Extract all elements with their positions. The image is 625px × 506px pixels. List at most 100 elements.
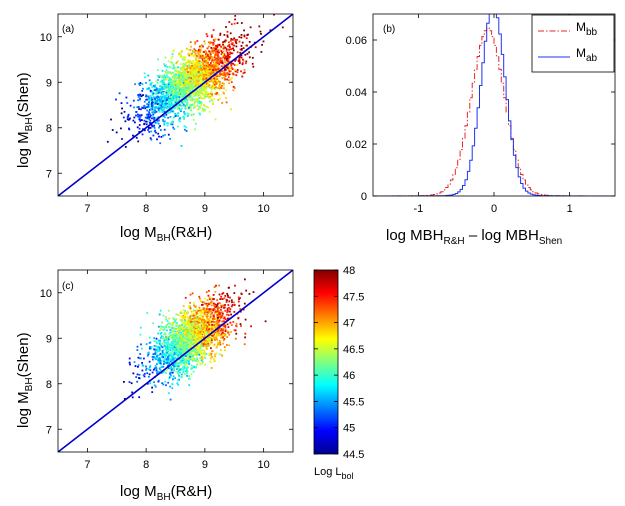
scatter-point (148, 112, 151, 114)
scatter-point (177, 53, 180, 56)
scatter-point (239, 297, 241, 299)
scatter-point (192, 337, 195, 340)
scatter-point (177, 379, 179, 381)
scatter-point (223, 324, 226, 327)
scatter-point (182, 56, 185, 58)
scatter-point (146, 98, 149, 101)
scatter-point (215, 65, 218, 68)
scatter-point (173, 348, 176, 351)
scatter-point (196, 78, 198, 81)
scatter-point (147, 352, 150, 354)
scatter-point (193, 83, 196, 86)
scatter-point (201, 78, 203, 81)
scatter-point (180, 373, 183, 376)
scatter-point (199, 78, 201, 81)
scatter-point (213, 65, 216, 67)
scatter-point (178, 87, 181, 89)
scatter-point (147, 113, 150, 116)
scatter-point (207, 332, 210, 334)
scatter-point (226, 73, 229, 76)
scatter-point (224, 330, 227, 333)
scatter-point (196, 340, 199, 343)
scatter-point (177, 345, 180, 347)
scatter-point (174, 342, 176, 344)
scatter-point (207, 106, 209, 109)
scatter-point (180, 90, 183, 92)
scatter-point (193, 93, 195, 95)
scatter-point (201, 331, 203, 334)
scatter-point (192, 55, 195, 58)
scatter-point (143, 105, 145, 108)
scatter-point (142, 87, 144, 90)
scatter-point (161, 75, 163, 78)
scatter-point (173, 89, 175, 92)
scatter-point (207, 97, 210, 99)
scatter-point (224, 61, 227, 64)
scatter-point (181, 81, 184, 84)
scatter-point (214, 93, 217, 95)
scatter-point (212, 333, 214, 335)
scatter-point (158, 325, 160, 328)
scatter-point (199, 87, 202, 90)
scatter-point (200, 46, 202, 49)
scatter-point (178, 82, 180, 85)
scatter-point (168, 361, 170, 364)
scatter-point (188, 63, 191, 66)
scatter-point (169, 351, 172, 354)
scatter-point (230, 64, 233, 67)
scatter-point (159, 367, 161, 369)
scatter-point (179, 94, 182, 96)
scatter-point (211, 57, 214, 59)
scatter-point (172, 91, 175, 94)
scatter-point (211, 67, 213, 70)
scatter-point (216, 326, 219, 329)
scatter-point (226, 66, 228, 68)
scatter-point (191, 292, 194, 295)
scatter-point (156, 121, 158, 124)
scatter-point (203, 69, 206, 72)
scatter-point (208, 311, 211, 314)
scatter-point (163, 337, 166, 340)
scatter-point (141, 133, 144, 136)
scatter-point (197, 66, 200, 69)
scatter-point (186, 98, 189, 101)
scatter-point (199, 90, 201, 93)
scatter-point (155, 340, 158, 343)
scatter-point (197, 76, 200, 79)
scatter-point (175, 360, 178, 363)
x-tick-label: -1 (413, 203, 423, 215)
scatter-point (153, 367, 156, 370)
scatter-point (178, 99, 181, 102)
scatter-point (171, 55, 174, 58)
scatter-point (214, 324, 217, 327)
scatter-point (158, 329, 161, 332)
scatter-point (177, 60, 179, 62)
scatter-point (214, 323, 217, 326)
scatter-point (204, 93, 207, 96)
scatter-point (173, 365, 175, 367)
scatter-point (155, 131, 157, 134)
scatter-point (184, 332, 186, 335)
scatter-point (237, 300, 240, 303)
scatter-point (177, 84, 180, 87)
scatter-point (201, 107, 204, 110)
scatter-point (225, 48, 228, 51)
scatter-point (227, 294, 229, 297)
scatter-point (197, 360, 200, 363)
scatter-point (182, 309, 185, 312)
scatter-point (180, 95, 183, 97)
scatter-point (170, 88, 173, 91)
scatter-point (229, 310, 231, 313)
scatter-point (156, 100, 159, 103)
scatter-point (193, 113, 195, 116)
scatter-point (171, 110, 174, 113)
scatter-point (235, 41, 237, 43)
scatter-point (198, 306, 201, 309)
scatter-point (194, 79, 196, 82)
scatter-point (210, 98, 213, 101)
scatter-point (148, 96, 150, 99)
scatter-point (209, 66, 211, 68)
scatter-point (210, 327, 213, 330)
scatter-point (190, 367, 192, 370)
scatter-point (217, 43, 219, 46)
